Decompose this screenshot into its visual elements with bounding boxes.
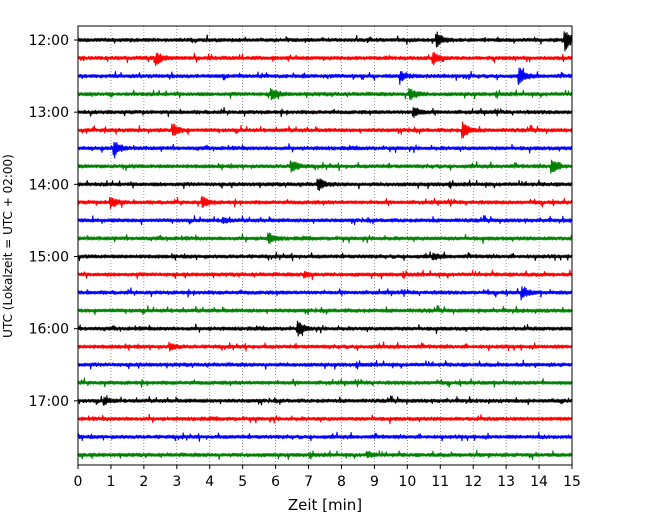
x-tick-label: 4 — [205, 474, 214, 490]
seismic-trace-11 — [77, 232, 573, 245]
seismic-trace-2 — [77, 67, 573, 86]
x-tick-label: 14 — [530, 474, 548, 490]
x-tick-label: 10 — [398, 474, 416, 490]
x-axis-ticks: 0 1 2 3 4 5 6 7 8 9 10 11 12 13 14 15 — [74, 465, 581, 490]
seismic-trace-12 — [77, 251, 573, 262]
x-tick-label: 2 — [139, 474, 148, 490]
seismic-trace-10 — [77, 214, 573, 226]
seismic-trace-0 — [77, 31, 573, 52]
seismic-trace-18 — [77, 359, 573, 370]
y-tick-label: 13:00 — [29, 105, 69, 121]
x-tick-label: 11 — [431, 474, 449, 490]
seismic-trace-7 — [77, 159, 573, 174]
seismic-trace-23 — [77, 449, 573, 461]
seismic-trace-22 — [77, 431, 573, 442]
seismic-trace-20 — [77, 395, 573, 406]
seismic-trace-21 — [77, 413, 573, 425]
y-tick-label: 15:00 — [29, 249, 69, 265]
seismic-trace-1 — [77, 52, 573, 67]
y-tick-label: 16:00 — [29, 322, 69, 338]
grid-lines — [110, 26, 540, 465]
x-axis-label: Zeit [min] — [288, 496, 362, 514]
seismic-trace-8 — [77, 178, 573, 191]
y-axis-label: UTC (Lokalzeit = UTC + 02:00) — [1, 154, 15, 338]
seismic-trace-4 — [77, 106, 573, 118]
x-tick-label: 3 — [172, 474, 181, 490]
seismic-trace-16 — [77, 320, 573, 337]
seismic-trace-14 — [77, 286, 573, 301]
x-tick-label: 7 — [304, 474, 313, 490]
plot-area-frame — [77, 25, 573, 466]
y-tick-label: 12:00 — [29, 33, 69, 49]
seismic-trace-15 — [77, 305, 573, 316]
seismic-trace-5 — [77, 121, 573, 139]
seismic-traces — [77, 31, 573, 461]
x-tick-label: 15 — [563, 474, 581, 490]
seismic-trace-17 — [77, 341, 573, 352]
x-tick-label: 9 — [370, 474, 379, 490]
y-axis-ticks: 12:00 13:00 14:00 15:00 16:00 17:00 — [29, 33, 78, 410]
x-tick-label: 1 — [106, 474, 115, 490]
x-tick-label: 13 — [497, 474, 515, 490]
y-tick-label: 17:00 — [29, 394, 69, 410]
x-tick-label: 6 — [271, 474, 280, 490]
seismic-trace-9 — [77, 196, 573, 209]
x-tick-label: 0 — [74, 474, 83, 490]
x-tick-label: 12 — [464, 474, 482, 490]
seismic-trace-13 — [77, 269, 573, 281]
seismic-trace-19 — [77, 377, 573, 388]
x-tick-label: 8 — [337, 474, 346, 490]
x-tick-label: 5 — [238, 474, 247, 490]
y-tick-label: 14:00 — [29, 177, 69, 193]
seismic-trace-6 — [77, 141, 573, 159]
seismic-trace-3 — [77, 87, 573, 101]
